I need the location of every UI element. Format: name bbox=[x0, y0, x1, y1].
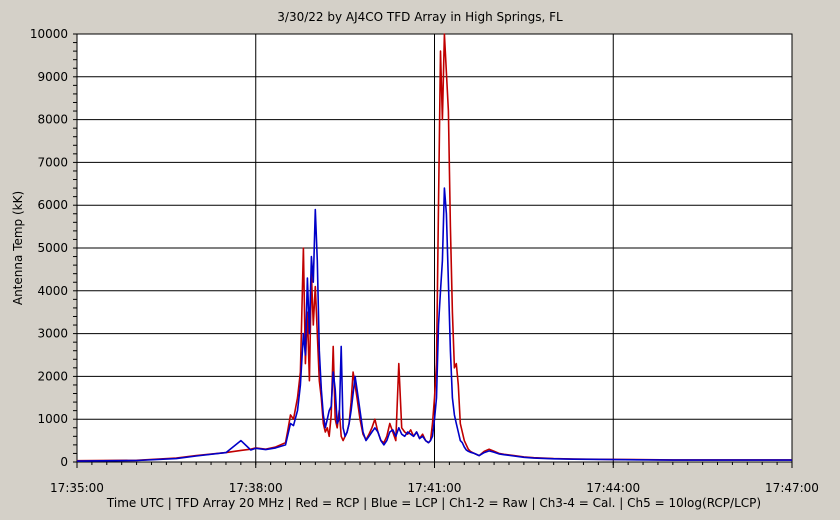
x-tick-label: 17:44:00 bbox=[586, 481, 640, 495]
x-tick-labels: 17:35:00 17:38:00 17:41:00 17:44:00 17:47:00 bbox=[50, 481, 819, 495]
x-axis-label: Time UTC | TFD Array 20 MHz | Red = RCP … bbox=[106, 496, 762, 510]
series-layer bbox=[76, 33, 792, 462]
y-tick-label: 4000 bbox=[37, 284, 68, 298]
x-tick-label: 17:38:00 bbox=[229, 481, 283, 495]
y-tick-label: 8000 bbox=[37, 113, 68, 127]
y-tick-label: 2000 bbox=[37, 369, 68, 383]
y-tick-label: 5000 bbox=[37, 241, 68, 255]
minor-ticks bbox=[73, 33, 793, 468]
x-tick-label: 17:41:00 bbox=[408, 481, 462, 495]
y-tick-label: 3000 bbox=[37, 327, 68, 341]
x-tick-label: 17:35:00 bbox=[50, 481, 104, 495]
y-tick-label: 10000 bbox=[30, 27, 68, 41]
y-tick-label: 0 bbox=[60, 455, 68, 469]
grid-layer bbox=[77, 34, 792, 462]
y-tick-labels: 0 1000 2000 3000 4000 5000 6000 7000 8000 9000 100… bbox=[30, 27, 68, 469]
series-line-lcp bbox=[76, 187, 792, 462]
y-tick-label: 6000 bbox=[37, 198, 68, 212]
y-tick-label: 9000 bbox=[37, 70, 68, 84]
chart-title: 3/30/22 by AJ4CO TFD Array in High Sprin… bbox=[277, 10, 563, 24]
x-tick-label: 17:47:00 bbox=[765, 481, 819, 495]
y-tick-label: 1000 bbox=[37, 412, 68, 426]
y-tick-label: 7000 bbox=[37, 155, 68, 169]
